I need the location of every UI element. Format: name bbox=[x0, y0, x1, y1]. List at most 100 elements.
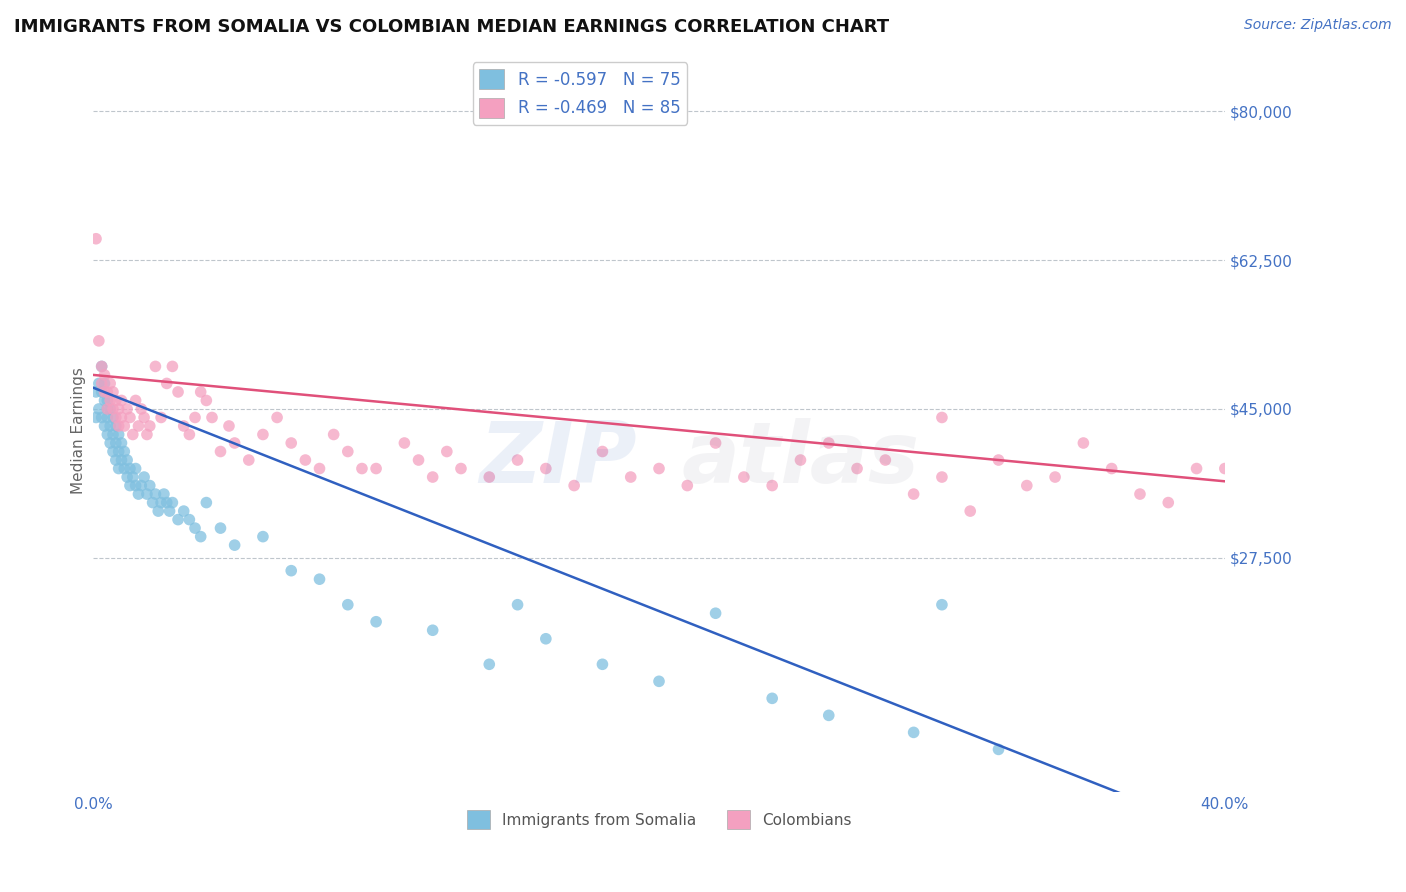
Point bbox=[104, 453, 127, 467]
Point bbox=[112, 444, 135, 458]
Point bbox=[294, 453, 316, 467]
Point bbox=[110, 453, 132, 467]
Point bbox=[121, 470, 143, 484]
Point bbox=[115, 401, 138, 416]
Point bbox=[136, 487, 159, 501]
Point bbox=[224, 436, 246, 450]
Text: Source: ZipAtlas.com: Source: ZipAtlas.com bbox=[1244, 18, 1392, 32]
Point bbox=[139, 419, 162, 434]
Point bbox=[1073, 436, 1095, 450]
Point bbox=[101, 384, 124, 399]
Point bbox=[107, 461, 129, 475]
Point bbox=[84, 410, 107, 425]
Point bbox=[1101, 461, 1123, 475]
Point bbox=[506, 453, 529, 467]
Point bbox=[436, 444, 458, 458]
Point bbox=[336, 598, 359, 612]
Point bbox=[101, 444, 124, 458]
Point bbox=[817, 436, 839, 450]
Point bbox=[90, 359, 112, 374]
Point bbox=[252, 530, 274, 544]
Point bbox=[364, 615, 387, 629]
Point bbox=[87, 334, 110, 348]
Point bbox=[903, 725, 925, 739]
Point bbox=[266, 410, 288, 425]
Point bbox=[110, 436, 132, 450]
Point bbox=[148, 504, 170, 518]
Point bbox=[150, 410, 173, 425]
Point bbox=[98, 419, 121, 434]
Point bbox=[184, 521, 207, 535]
Point bbox=[364, 461, 387, 475]
Point bbox=[115, 470, 138, 484]
Point bbox=[506, 598, 529, 612]
Point bbox=[1157, 495, 1180, 509]
Point bbox=[115, 453, 138, 467]
Point bbox=[1015, 478, 1038, 492]
Point bbox=[90, 384, 112, 399]
Point bbox=[124, 393, 146, 408]
Point bbox=[162, 495, 184, 509]
Point bbox=[336, 444, 359, 458]
Point bbox=[104, 436, 127, 450]
Point bbox=[591, 444, 613, 458]
Text: atlas: atlas bbox=[682, 417, 920, 500]
Point bbox=[118, 410, 141, 425]
Point bbox=[93, 419, 115, 434]
Point bbox=[534, 632, 557, 646]
Point bbox=[87, 376, 110, 391]
Point bbox=[112, 419, 135, 434]
Point bbox=[93, 393, 115, 408]
Point bbox=[648, 674, 671, 689]
Point bbox=[179, 427, 201, 442]
Point bbox=[145, 487, 167, 501]
Point bbox=[110, 393, 132, 408]
Point bbox=[112, 461, 135, 475]
Point bbox=[987, 742, 1010, 756]
Point bbox=[132, 410, 155, 425]
Point bbox=[156, 376, 179, 391]
Point bbox=[1043, 470, 1066, 484]
Point bbox=[90, 410, 112, 425]
Point bbox=[704, 436, 727, 450]
Point bbox=[104, 410, 127, 425]
Point bbox=[84, 232, 107, 246]
Point bbox=[104, 419, 127, 434]
Point bbox=[132, 470, 155, 484]
Point bbox=[96, 393, 118, 408]
Point bbox=[308, 572, 330, 586]
Point bbox=[959, 504, 981, 518]
Point bbox=[322, 427, 344, 442]
Point bbox=[107, 401, 129, 416]
Point bbox=[209, 521, 232, 535]
Point bbox=[179, 513, 201, 527]
Point bbox=[209, 444, 232, 458]
Point bbox=[817, 708, 839, 723]
Point bbox=[190, 530, 212, 544]
Point bbox=[139, 478, 162, 492]
Point bbox=[156, 495, 179, 509]
Point bbox=[153, 487, 176, 501]
Point bbox=[280, 564, 302, 578]
Point bbox=[173, 504, 195, 518]
Point bbox=[676, 478, 699, 492]
Point bbox=[110, 410, 132, 425]
Point bbox=[107, 444, 129, 458]
Point bbox=[1185, 461, 1208, 475]
Y-axis label: Median Earnings: Median Earnings bbox=[72, 367, 86, 493]
Legend: Immigrants from Somalia, Colombians: Immigrants from Somalia, Colombians bbox=[461, 804, 858, 835]
Point bbox=[252, 427, 274, 442]
Point bbox=[591, 657, 613, 672]
Point bbox=[478, 657, 501, 672]
Point bbox=[87, 401, 110, 416]
Point bbox=[789, 453, 811, 467]
Point bbox=[127, 487, 149, 501]
Point bbox=[104, 393, 127, 408]
Point bbox=[98, 376, 121, 391]
Text: IMMIGRANTS FROM SOMALIA VS COLOMBIAN MEDIAN EARNINGS CORRELATION CHART: IMMIGRANTS FROM SOMALIA VS COLOMBIAN MED… bbox=[14, 18, 889, 36]
Point bbox=[118, 461, 141, 475]
Point bbox=[93, 376, 115, 391]
Point bbox=[159, 504, 181, 518]
Point bbox=[903, 487, 925, 501]
Point bbox=[93, 368, 115, 382]
